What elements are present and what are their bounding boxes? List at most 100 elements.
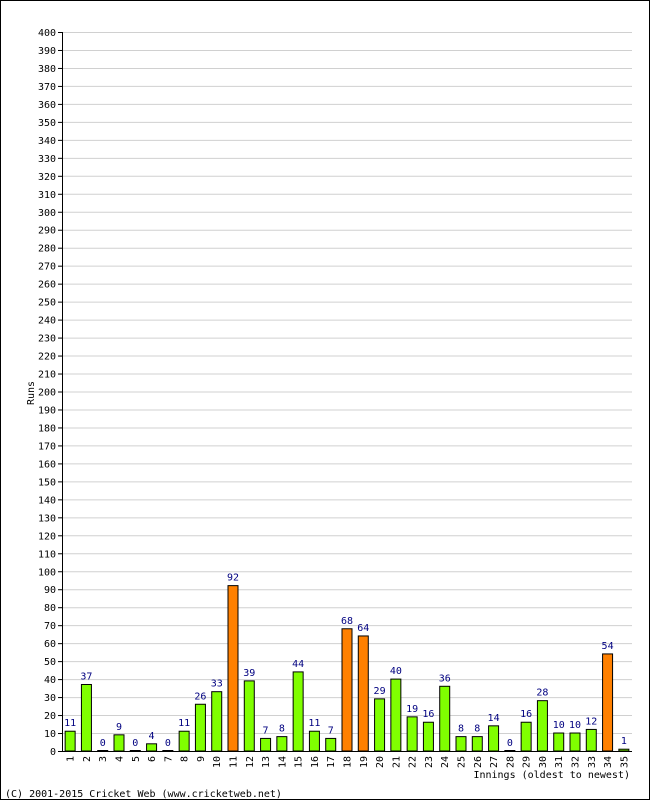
value-label: 64 — [357, 623, 369, 634]
bar — [488, 725, 500, 752]
y-tick-label: 190 — [38, 405, 56, 416]
y-tick-label: 350 — [38, 118, 56, 129]
y-tick-label: 280 — [38, 244, 56, 255]
y-tick-label: 330 — [38, 154, 56, 165]
x-tick-label: 9 — [196, 756, 207, 762]
bar — [374, 698, 386, 752]
value-label: 33 — [211, 679, 223, 690]
x-tick-label: 31 — [554, 756, 565, 768]
bar-highlight — [227, 585, 239, 752]
x-tick-label: 21 — [391, 756, 402, 768]
value-label: 8 — [279, 724, 285, 735]
x-tick-label: 22 — [408, 756, 419, 768]
x-tick-labels: 1 2 3 4 5 6 7 8 9 10 11 12 13 14 15 16 17 18 19 20 21 22 23 24 2… — [66, 756, 631, 768]
x-tick-label: 16 — [310, 756, 321, 768]
y-tick-label: 0 — [50, 747, 56, 758]
x-tick-label: 20 — [375, 756, 386, 768]
bar — [390, 678, 402, 752]
value-label: 10 — [569, 720, 581, 731]
y-tick-label: 310 — [38, 190, 56, 201]
x-tick-label: 13 — [261, 756, 272, 768]
x-tick-label: 17 — [326, 756, 337, 768]
y-tick-label: 70 — [44, 621, 56, 632]
value-label: 16 — [422, 709, 434, 720]
y-tick-label: 110 — [38, 549, 56, 560]
value-label: 26 — [194, 691, 206, 702]
y-tick-label: 210 — [38, 370, 56, 381]
bar — [292, 671, 304, 752]
value-label: 10 — [553, 720, 565, 731]
bar — [64, 730, 76, 752]
x-tick-label: 2 — [82, 756, 93, 762]
y-tick-label: 290 — [38, 226, 56, 237]
x-tick-label: 12 — [245, 756, 256, 768]
y-tick-label: 10 — [44, 729, 56, 740]
y-tick-label: 400 — [38, 28, 56, 39]
value-label: 4 — [149, 731, 155, 742]
x-tick-label: 11 — [229, 756, 240, 768]
value-label: 11 — [308, 718, 320, 729]
y-tick-label: 260 — [38, 280, 56, 291]
bar — [113, 734, 125, 752]
bar — [406, 716, 418, 752]
y-tick-label: 90 — [44, 585, 56, 596]
y-tick-label: 380 — [38, 64, 56, 75]
y-tick-label: 240 — [38, 316, 56, 327]
grid-lines — [62, 32, 632, 735]
bar — [243, 680, 255, 752]
x-tick-label: 10 — [212, 756, 223, 768]
bar — [471, 736, 483, 752]
x-tick-label: 27 — [489, 756, 500, 768]
bar — [455, 736, 467, 752]
value-label: 37 — [80, 671, 92, 682]
bar — [618, 748, 630, 752]
y-tick-label: 200 — [38, 388, 56, 399]
y-tick-label: 320 — [38, 172, 56, 183]
y-tick-label: 140 — [38, 495, 56, 506]
y-tick-label: 390 — [38, 46, 56, 57]
x-tick-label: 35 — [619, 756, 630, 768]
value-label: 19 — [406, 704, 418, 715]
bar-highlight — [602, 653, 614, 752]
x-axis-label: Innings (oldest to newest) — [473, 770, 630, 781]
bar — [536, 700, 548, 752]
bar — [146, 743, 158, 752]
value-label: 7 — [263, 725, 269, 736]
value-label: 7 — [328, 725, 334, 736]
value-label: 9 — [116, 722, 122, 733]
value-label: 28 — [536, 688, 548, 699]
value-label: 0 — [507, 738, 513, 749]
value-label: 12 — [585, 716, 597, 727]
value-label: 40 — [390, 666, 402, 677]
bar — [585, 728, 597, 752]
value-label: 68 — [341, 616, 353, 627]
x-tick-label: 7 — [163, 756, 174, 762]
bar-highlight — [357, 635, 369, 752]
value-label: 36 — [439, 673, 451, 684]
y-tick-label: 120 — [38, 531, 56, 542]
y-tick-label: 170 — [38, 441, 56, 452]
x-tick-label: 26 — [473, 756, 484, 768]
y-tick-label: 100 — [38, 567, 56, 578]
copyright-text: (C) 2001-2015 Cricket Web (www.cricketwe… — [5, 789, 282, 800]
value-label: 0 — [132, 738, 138, 749]
bar — [422, 721, 434, 752]
value-label: 8 — [474, 724, 480, 735]
bar — [308, 730, 320, 752]
x-tick-label: 14 — [277, 756, 288, 768]
value-label: 0 — [100, 738, 106, 749]
x-tick-label: 34 — [603, 756, 614, 768]
y-tick-label: 300 — [38, 208, 56, 219]
value-label: 14 — [488, 713, 500, 724]
y-tick-label: 360 — [38, 100, 56, 111]
bar — [211, 691, 223, 752]
value-label: 92 — [227, 573, 239, 584]
y-tick-label: 50 — [44, 657, 56, 668]
x-tick-label: 30 — [538, 756, 549, 768]
bars — [64, 585, 630, 752]
y-tick-label: 230 — [38, 334, 56, 345]
y-tick-label: 80 — [44, 603, 56, 614]
y-tick-label: 30 — [44, 693, 56, 704]
